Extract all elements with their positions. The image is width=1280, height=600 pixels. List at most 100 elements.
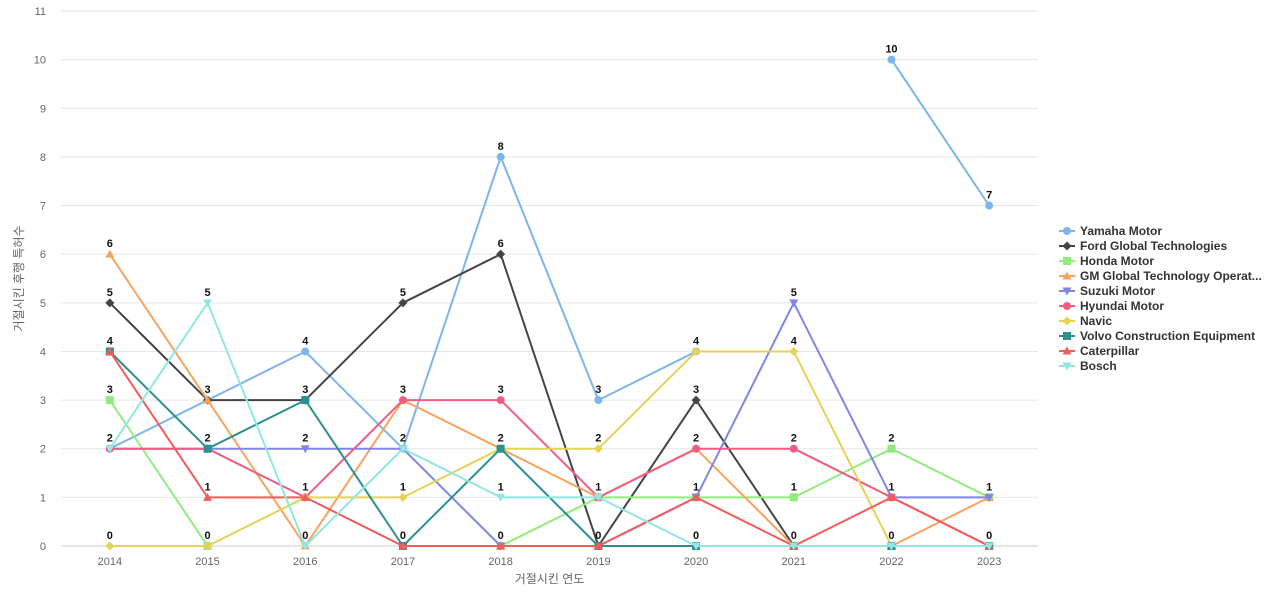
legend-item[interactable]: Yamaha Motor bbox=[1059, 224, 1162, 238]
data-label: 2 bbox=[791, 433, 797, 445]
y-tick-label: 0 bbox=[40, 541, 46, 553]
legend-item[interactable]: Honda Motor bbox=[1059, 254, 1154, 268]
data-point bbox=[496, 249, 506, 259]
data-point bbox=[301, 396, 310, 405]
data-point bbox=[105, 396, 114, 405]
legend-item[interactable]: Navic bbox=[1059, 314, 1112, 328]
x-tick-label: 2023 bbox=[977, 556, 1001, 568]
legend-label: Bosch bbox=[1080, 359, 1117, 373]
data-label: 2 bbox=[595, 433, 601, 445]
data-point bbox=[789, 493, 798, 502]
data-label: 0 bbox=[888, 530, 894, 542]
data-point bbox=[886, 492, 896, 501]
data-point bbox=[593, 493, 603, 502]
x-tick-label: 2022 bbox=[879, 556, 903, 568]
legend-symbol bbox=[1062, 271, 1072, 280]
data-label: 3 bbox=[595, 384, 601, 396]
legend-item[interactable]: Suzuki Motor bbox=[1059, 284, 1156, 298]
series-line bbox=[109, 301, 990, 547]
y-tick-label: 6 bbox=[40, 249, 46, 261]
data-point bbox=[300, 542, 310, 551]
series-line bbox=[109, 253, 795, 547]
data-label: 5 bbox=[791, 287, 797, 299]
series-layer bbox=[105, 55, 994, 551]
data-point bbox=[691, 346, 701, 356]
data-label: 0 bbox=[693, 530, 699, 542]
legend-label: Honda Motor bbox=[1080, 254, 1154, 268]
data-point bbox=[496, 493, 506, 502]
legend-symbol bbox=[1062, 287, 1072, 296]
data-point bbox=[105, 346, 115, 355]
data-point bbox=[203, 541, 213, 551]
legend-symbol bbox=[1063, 302, 1071, 310]
legend-symbol bbox=[1063, 227, 1071, 235]
legend-item[interactable]: Caterpillar bbox=[1059, 344, 1140, 358]
data-labels: 6543205321043210532108632103210432105421… bbox=[107, 44, 992, 542]
x-tick-label: 2016 bbox=[293, 556, 317, 568]
data-label: 4 bbox=[107, 335, 114, 347]
series-line bbox=[108, 301, 990, 547]
data-label: 3 bbox=[204, 384, 210, 396]
data-label: 4 bbox=[791, 335, 798, 347]
data-label: 2 bbox=[888, 433, 894, 445]
data-point bbox=[984, 542, 994, 551]
legend-label: Hyundai Motor bbox=[1080, 299, 1164, 313]
data-label: 5 bbox=[400, 287, 406, 299]
data-point bbox=[789, 542, 799, 551]
data-point bbox=[984, 493, 994, 502]
data-label: 1 bbox=[693, 481, 699, 493]
data-point bbox=[300, 492, 310, 501]
data-point bbox=[789, 299, 799, 308]
data-point bbox=[300, 445, 310, 454]
data-label: 0 bbox=[400, 530, 406, 542]
x-tick-label: 2015 bbox=[195, 556, 219, 568]
data-label: 0 bbox=[986, 530, 992, 542]
data-point bbox=[398, 445, 408, 454]
data-point bbox=[985, 201, 994, 210]
x-tick-label: 2019 bbox=[586, 556, 610, 568]
y-tick-label: 2 bbox=[40, 444, 46, 456]
legend-item[interactable]: Volvo Construction Equipment bbox=[1059, 329, 1255, 343]
legend-symbol bbox=[1062, 346, 1072, 355]
data-label: 3 bbox=[400, 384, 406, 396]
x-tick-label: 2020 bbox=[684, 556, 708, 568]
data-label: 1 bbox=[791, 481, 797, 493]
data-point bbox=[105, 445, 115, 454]
data-point bbox=[203, 492, 213, 501]
y-tick-label: 9 bbox=[40, 103, 46, 115]
legend-item[interactable]: Bosch bbox=[1059, 359, 1117, 373]
data-label: 2 bbox=[107, 433, 113, 445]
data-label: 10 bbox=[885, 44, 897, 56]
x-axis-title: 거절시킨 연도 bbox=[515, 572, 585, 586]
data-label: 3 bbox=[498, 384, 504, 396]
series-caterpillar bbox=[105, 346, 994, 550]
data-label: 2 bbox=[400, 433, 406, 445]
legend-item[interactable]: GM Global Technology Operat... bbox=[1059, 269, 1262, 283]
y-tick-label: 1 bbox=[40, 492, 46, 504]
data-point bbox=[496, 396, 505, 405]
y-tick-label: 5 bbox=[40, 298, 46, 310]
data-point bbox=[203, 395, 213, 404]
data-label: 0 bbox=[204, 530, 210, 542]
data-label: 3 bbox=[107, 384, 113, 396]
legend-item[interactable]: Hyundai Motor bbox=[1059, 299, 1164, 313]
data-point bbox=[789, 444, 798, 453]
data-point bbox=[301, 347, 310, 356]
x-tick-label: 2014 bbox=[98, 556, 122, 568]
data-label: 3 bbox=[302, 384, 308, 396]
data-label: 4 bbox=[302, 335, 309, 347]
data-label: 2 bbox=[204, 433, 210, 445]
legend-item[interactable]: Ford Global Technologies bbox=[1059, 239, 1227, 253]
x-axis: 2014 2015 2016 2017 2018 2019 2020 2021 2022 2023 bbox=[98, 556, 1002, 568]
data-point bbox=[594, 396, 603, 405]
y-tick-label: 7 bbox=[40, 201, 46, 213]
data-point bbox=[203, 444, 212, 453]
y-tick-label: 8 bbox=[40, 152, 46, 164]
y-tick-label: 11 bbox=[35, 6, 46, 18]
data-point bbox=[593, 541, 603, 550]
data-point bbox=[105, 249, 115, 258]
data-label: 6 bbox=[107, 238, 113, 250]
data-label: 8 bbox=[498, 141, 504, 153]
data-label: 1 bbox=[986, 481, 992, 493]
